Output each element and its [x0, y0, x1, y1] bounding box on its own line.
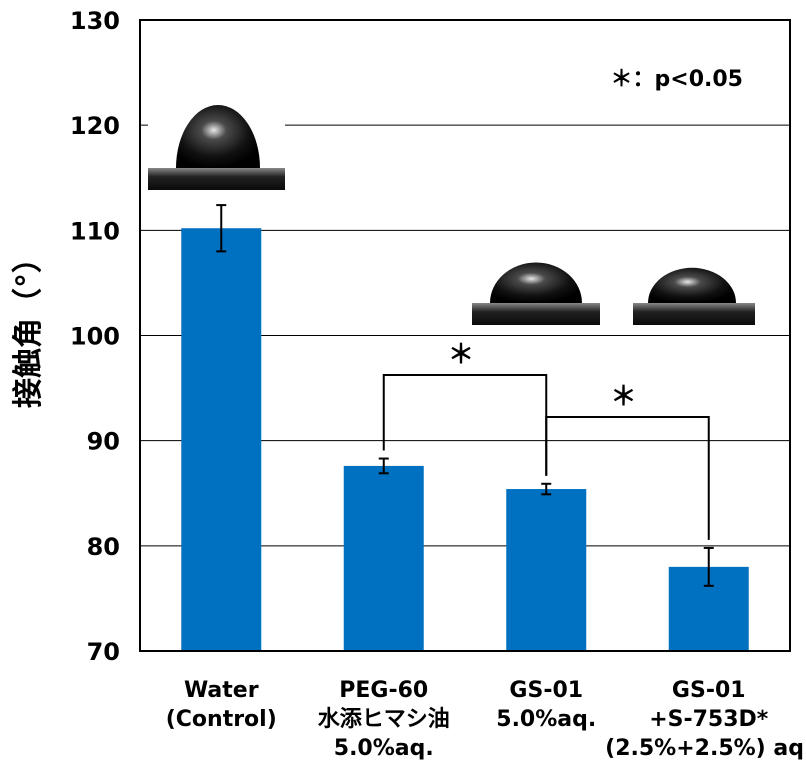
significance-note: ＊：p<0.05: [611, 67, 743, 92]
category-label-line: +S-753D*: [649, 707, 769, 732]
category-label-line: (2.5%+2.5%) aq.: [605, 736, 806, 761]
significance-bracket: [545, 416, 710, 540]
y-tick-label: 100: [70, 323, 120, 351]
droplet-photo: [148, 95, 285, 190]
droplet-photo: [472, 245, 600, 325]
y-axis-label: 接触角（°）: [11, 243, 46, 408]
category-label-line: PEG-60: [339, 678, 428, 703]
category-label-line: (Control): [166, 707, 277, 732]
significance-bracket: [382, 374, 548, 476]
category-label-line: 5.0%aq.: [496, 707, 596, 732]
category-label-line: Water: [184, 678, 259, 703]
droplet-shape: [176, 105, 260, 168]
category-label-line: GS-01: [672, 678, 746, 703]
bar: [343, 465, 424, 651]
droplet-shape: [648, 267, 736, 303]
axes: [139, 19, 791, 652]
y-tick-label: 90: [87, 428, 120, 456]
photo-substrate: [472, 303, 600, 325]
droplet-photo: [633, 245, 755, 325]
category-label: GS-01 5.0%aq.: [496, 678, 596, 732]
significance-star: ＊: [448, 340, 474, 370]
bar: [181, 228, 262, 652]
labels: 70 80 90 100 110 120 130 Water (Control) PEG-60 水添…: [11, 7, 806, 761]
plot-frame: [139, 19, 791, 652]
y-tick-label: 110: [70, 217, 120, 245]
category-label: Water (Control): [166, 678, 277, 732]
droplet-shape: [490, 262, 582, 303]
category-label: PEG-60 水添ヒマシ油 5.0%aq.: [318, 678, 450, 761]
photo-substrate: [148, 168, 285, 190]
category-label-line: 5.0%aq.: [334, 736, 434, 761]
photo-substrate: [633, 303, 755, 325]
y-tick-label: 130: [70, 7, 120, 35]
bars: [181, 204, 749, 652]
significance-brackets: ＊＊: [382, 340, 710, 540]
category-label-line: GS-01: [509, 678, 583, 703]
y-tick-label: 120: [70, 112, 120, 140]
category-label-line: 水添ヒマシ油: [318, 707, 450, 732]
y-tick-label: 80: [87, 533, 120, 561]
y-tick-label: 70: [87, 638, 120, 666]
bar: [506, 489, 587, 651]
droplet-photos: [148, 95, 755, 325]
category-label: GS-01 +S-753D* (2.5%+2.5%) aq.: [605, 678, 806, 761]
significance-star: ＊: [610, 382, 636, 412]
